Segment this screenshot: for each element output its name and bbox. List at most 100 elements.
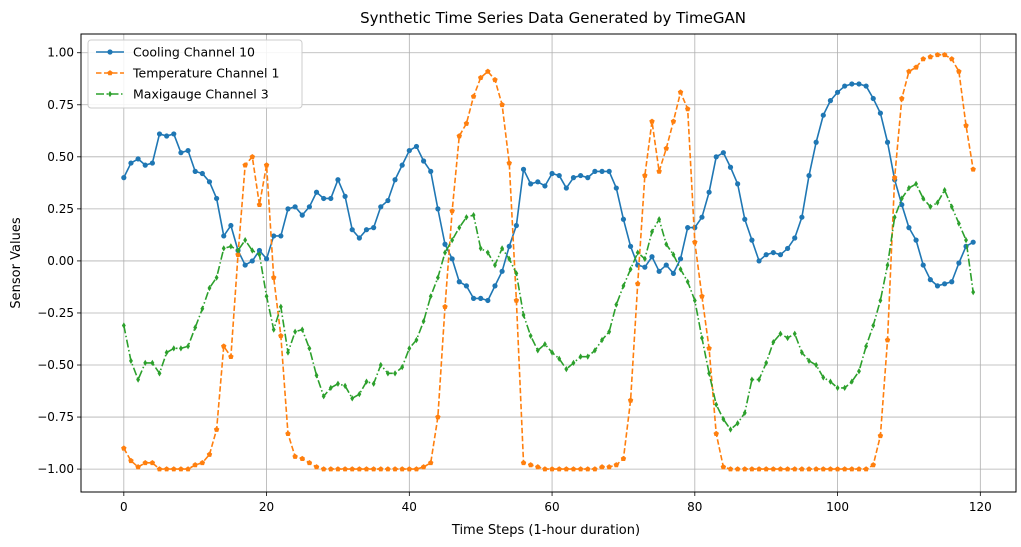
- x-tick-label: 20: [259, 500, 274, 514]
- data-point: [293, 328, 298, 335]
- data-point: [199, 170, 205, 177]
- x-tick-label: 120: [969, 500, 992, 514]
- data-point: [742, 466, 748, 472]
- data-point: [734, 466, 741, 472]
- chart-title: Synthetic Time Series Data Generated by …: [360, 9, 746, 27]
- data-point: [870, 462, 876, 468]
- data-point: [420, 158, 427, 164]
- data-point: [913, 237, 919, 243]
- data-point: [350, 395, 355, 402]
- x-axis-label: Time Steps (1-hour duration): [451, 523, 640, 538]
- data-point: [400, 363, 405, 371]
- data-point: [906, 184, 911, 192]
- data-point: [656, 268, 662, 274]
- data-point: [627, 397, 634, 403]
- data-point: [727, 466, 734, 472]
- data-point: [570, 175, 577, 181]
- data-point: [121, 175, 127, 181]
- data-point: [613, 462, 620, 468]
- data-point: [213, 426, 220, 432]
- data-point: [535, 347, 540, 354]
- data-point: [500, 245, 505, 252]
- data-point: [814, 361, 819, 369]
- data-point: [827, 98, 834, 104]
- data-point: [450, 236, 455, 244]
- data-point: [763, 252, 769, 258]
- data-point: [927, 54, 934, 60]
- data-point: [713, 154, 719, 160]
- data-point: [457, 224, 462, 231]
- data-point: [792, 466, 798, 472]
- data-point: [492, 76, 498, 83]
- data-point: [884, 337, 891, 343]
- data-point: [600, 336, 604, 344]
- data-point: [934, 51, 941, 58]
- data-point: [128, 457, 134, 464]
- data-point: [156, 131, 163, 137]
- data-point: [171, 466, 177, 472]
- data-point: [742, 216, 748, 222]
- data-point: [820, 466, 827, 472]
- data-point: [442, 241, 448, 247]
- data-point: [777, 466, 784, 472]
- data-point: [842, 384, 847, 392]
- data-point: [735, 181, 741, 187]
- data-point: [121, 322, 126, 329]
- data-point: [606, 168, 612, 174]
- data-point: [313, 464, 320, 470]
- data-point: [407, 345, 412, 352]
- legend-marker: [107, 70, 113, 76]
- data-point: [507, 255, 512, 262]
- data-point: [485, 249, 490, 256]
- data-point: [757, 376, 762, 383]
- data-point: [700, 334, 704, 342]
- data-point: [821, 374, 826, 381]
- data-point: [557, 355, 562, 362]
- data-point: [949, 56, 955, 62]
- data-point: [149, 459, 156, 466]
- data-point: [692, 297, 697, 304]
- data-point: [371, 225, 377, 231]
- legend: Cooling Channel 10 Temperature Channel 1 M…: [87, 39, 303, 109]
- data-point: [171, 131, 177, 137]
- data-point: [563, 185, 569, 191]
- y-tick-label: 0.25: [47, 202, 74, 216]
- data-point: [385, 197, 391, 204]
- data-point: [263, 256, 270, 262]
- data-point: [928, 203, 933, 210]
- data-point: [264, 293, 269, 300]
- data-point: [749, 466, 755, 472]
- data-point: [877, 432, 884, 439]
- data-point: [335, 177, 341, 183]
- data-point: [428, 168, 434, 174]
- data-point: [292, 204, 298, 210]
- data-point: [514, 270, 519, 277]
- data-point: [463, 120, 470, 126]
- data-point: [899, 195, 904, 202]
- x-tick-label: 100: [826, 500, 849, 514]
- data-point: [671, 251, 676, 258]
- data-point: [456, 279, 462, 285]
- data-point: [499, 101, 505, 108]
- data-point: [250, 247, 255, 254]
- data-point: [214, 274, 219, 281]
- data-point: [406, 147, 412, 154]
- data-point: [521, 311, 526, 319]
- data-point: [178, 345, 183, 352]
- data-point: [321, 393, 326, 400]
- legend-box: [87, 39, 303, 109]
- data-point: [263, 162, 270, 168]
- series-3: [121, 180, 976, 433]
- data-point: [342, 193, 348, 199]
- data-point: [663, 145, 669, 151]
- data-point: [835, 384, 840, 392]
- data-point: [513, 297, 520, 303]
- data-point: [677, 89, 684, 95]
- data-point: [142, 459, 148, 466]
- data-point: [443, 249, 447, 256]
- data-point: [242, 262, 248, 268]
- data-point: [834, 89, 841, 95]
- x-tick-label: 0: [120, 500, 128, 514]
- data-point: [841, 466, 848, 472]
- data-point: [857, 368, 861, 375]
